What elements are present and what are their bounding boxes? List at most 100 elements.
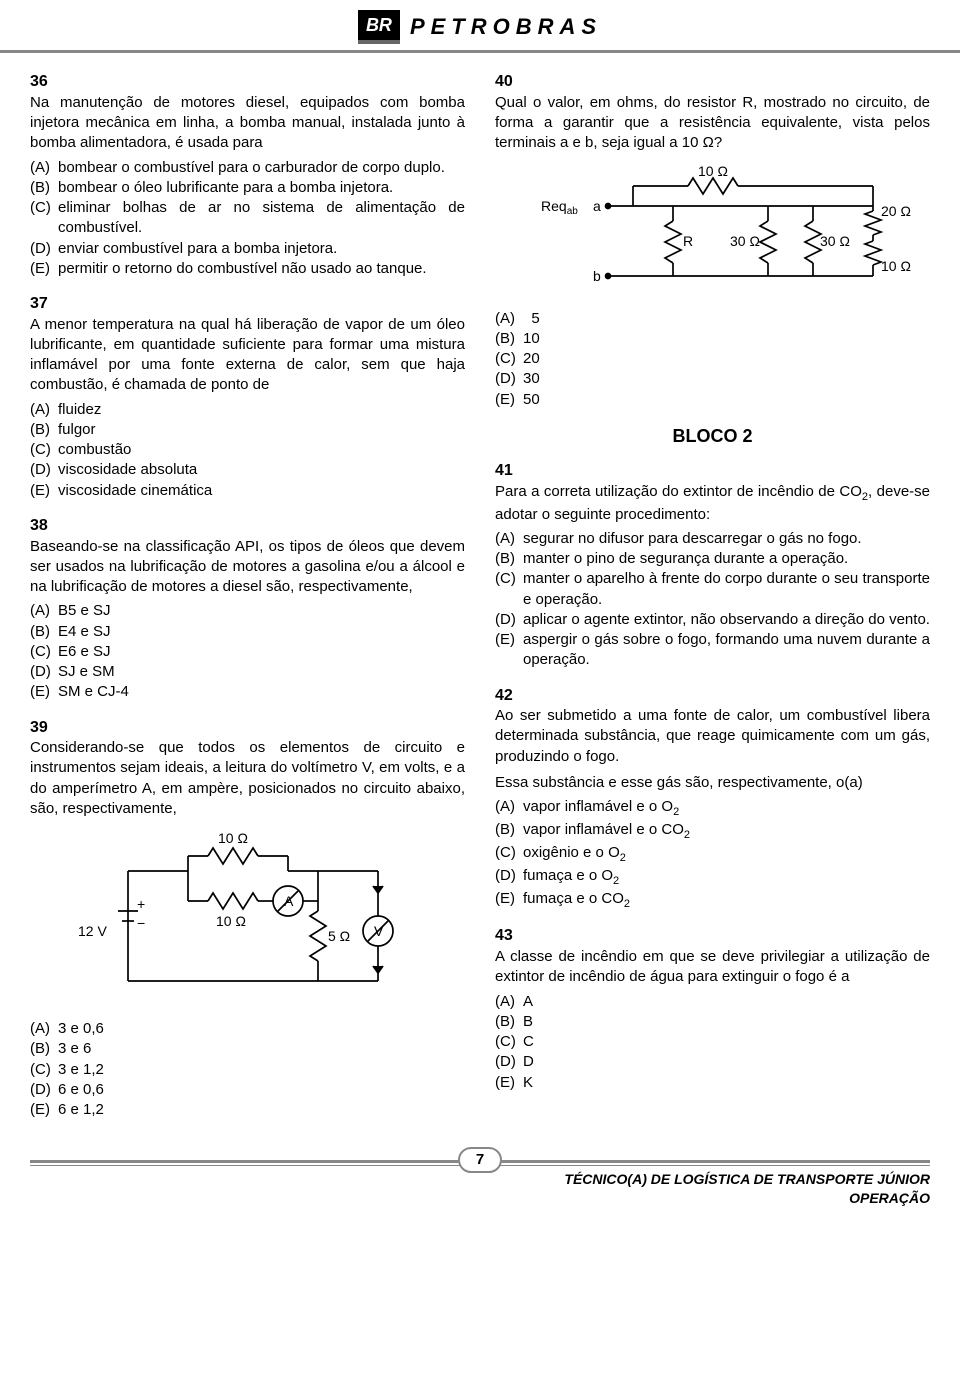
brand-name: PETROBRAS [410, 12, 602, 42]
q42-num: 42 [495, 685, 930, 707]
q41-options: (A)segurar no difusor para descarregar o… [495, 529, 930, 671]
q37-opt-c: (C)combustão [30, 440, 465, 460]
block2-title: BLOCO 2 [495, 424, 930, 448]
page-columns: 36 Na manutenção de motores diesel, equi… [0, 71, 960, 1134]
q43-options: (A)A (B)B (C)C (D)D (E)K [495, 992, 930, 1093]
svg-text:10 Ω: 10 Ω [218, 831, 248, 846]
q36-text: Na manutenção de motores diesel, equipad… [30, 93, 465, 154]
q40-opt-b: (B)10 [495, 329, 930, 349]
q41-text: Para a correta utilização do extintor de… [495, 482, 930, 525]
q39-circuit-svg: 12 V + − 10 Ω 10 Ω 5 Ω A V [68, 831, 428, 1011]
left-column: 36 Na manutenção de motores diesel, equi… [30, 71, 465, 1134]
q43-num: 43 [495, 925, 930, 947]
q37-options: (A)fluidez (B)fulgor (C)combustão (D)vis… [30, 400, 465, 501]
q40-opt-c: (C)20 [495, 349, 930, 369]
q36-num: 36 [30, 71, 465, 93]
svg-text:Reqab: Reqab [541, 198, 578, 217]
q42-opt-a: (A)vapor inflamável e o O2 [495, 797, 930, 820]
svg-text:V: V [374, 923, 384, 939]
q39-text: Considerando-se que todos os elementos d… [30, 738, 465, 819]
q39: 39 Considerando-se que todos os elemento… [30, 717, 465, 1121]
q43-opt-b: (B)B [495, 1012, 930, 1032]
q40-circuit-svg: Reqab a b 10 Ω R 30 Ω 30 Ω 20 Ω 10 Ω [513, 166, 913, 301]
svg-text:30 Ω: 30 Ω [730, 233, 760, 249]
q36-options: (A)bombear o combustível para o carburad… [30, 158, 465, 280]
q42-opt-b: (B)vapor inflamável e o CO2 [495, 820, 930, 843]
q39-options: (A)3 e 0,6 (B)3 e 6 (C)3 e 1,2 (D)6 e 0,… [30, 1019, 465, 1120]
q36-opt-b: (B)bombear o óleo lubrificante para a bo… [30, 178, 465, 198]
svg-text:20 Ω: 20 Ω [881, 203, 911, 219]
q42-opt-e: (E)fumaça e o CO2 [495, 889, 930, 912]
svg-text:a: a [593, 198, 601, 214]
q37: 37 A menor temperatura na qual há libera… [30, 293, 465, 501]
page-header: BR PETROBRAS [0, 0, 960, 53]
q38-opt-b: (B)E4 e SJ [30, 622, 465, 642]
q40-text: Qual o valor, em ohms, do resistor R, mo… [495, 93, 930, 154]
q42-opt-c: (C)oxigênio e o O2 [495, 843, 930, 866]
q38-opt-e: (E)SM e CJ-4 [30, 682, 465, 702]
q36-opt-c: (C)eliminar bolhas de ar no sistema de a… [30, 198, 465, 239]
q36-opt-a: (A)bombear o combustível para o carburad… [30, 158, 465, 178]
page-footer: 7 TÉCNICO(A) DE LOGÍSTICA DE TRANSPORTE … [0, 1160, 960, 1208]
q38: 38 Baseando-se na classificação API, os … [30, 515, 465, 703]
q41-opt-b: (B)manter o pino de segurança durante a … [495, 549, 930, 569]
q37-num: 37 [30, 293, 465, 315]
svg-text:10 Ω: 10 Ω [216, 913, 246, 929]
q39-circuit: 12 V + − 10 Ω 10 Ω 5 Ω A V [30, 831, 465, 1011]
svg-text:5 Ω: 5 Ω [328, 928, 350, 944]
q43-opt-a: (A)A [495, 992, 930, 1012]
svg-text:R: R [683, 233, 693, 249]
q36-opt-d: (D)enviar combustível para a bomba injet… [30, 239, 465, 259]
q38-opt-c: (C)E6 e SJ [30, 642, 465, 662]
q43-opt-d: (D)D [495, 1052, 930, 1072]
q39-opt-a: (A)3 e 0,6 [30, 1019, 465, 1039]
q42: 42 Ao ser submetido a uma fonte de calor… [495, 685, 930, 912]
q39-opt-c: (C)3 e 1,2 [30, 1060, 465, 1080]
q39-opt-e: (E)6 e 1,2 [30, 1100, 465, 1120]
q37-opt-d: (D)viscosidade absoluta [30, 460, 465, 480]
q42-opt-d: (D)fumaça e o O2 [495, 866, 930, 889]
q38-text: Baseando-se na classificação API, os tip… [30, 537, 465, 598]
q43-text: A classe de incêndio em que se deve priv… [495, 947, 930, 988]
svg-text:b: b [593, 268, 601, 284]
q41-num: 41 [495, 460, 930, 482]
svg-text:−: − [137, 915, 145, 931]
brand: BR PETROBRAS [358, 10, 602, 44]
q41-opt-d: (D)aplicar o agente extintor, não observ… [495, 610, 930, 630]
page-number: 7 [458, 1147, 502, 1173]
q43-opt-e: (E)K [495, 1073, 930, 1093]
q42-text1: Ao ser submetido a uma fonte de calor, u… [495, 706, 930, 767]
q36-opt-e: (E)permitir o retorno do combustível não… [30, 259, 465, 279]
q38-opt-a: (A)B5 e SJ [30, 601, 465, 621]
q39-num: 39 [30, 717, 465, 739]
q40-num: 40 [495, 71, 930, 93]
q41-opt-a: (A)segurar no difusor para descarregar o… [495, 529, 930, 549]
q41-opt-e: (E)aspergir o gás sobre o fogo, formando… [495, 630, 930, 671]
svg-text:10 Ω: 10 Ω [698, 166, 728, 179]
q43-opt-c: (C)C [495, 1032, 930, 1052]
q40-opt-d: (D)30 [495, 369, 930, 389]
svg-text:A: A [284, 893, 294, 909]
q41: 41 Para a correta utilização do extintor… [495, 460, 930, 670]
q42-options: (A)vapor inflamável e o O2 (B)vapor infl… [495, 797, 930, 911]
svg-text:12 V: 12 V [78, 923, 107, 939]
q43: 43 A classe de incêndio em que se deve p… [495, 925, 930, 1092]
q40-opt-a: (A) 5 [495, 309, 930, 329]
brand-logo: BR [358, 10, 400, 44]
q38-options: (A)B5 e SJ (B)E4 e SJ (C)E6 e SJ (D)SJ e… [30, 601, 465, 702]
q37-text: A menor temperatura na qual há liberação… [30, 315, 465, 396]
q39-opt-d: (D)6 e 0,6 [30, 1080, 465, 1100]
q41-opt-c: (C)manter o aparelho à frente do corpo d… [495, 569, 930, 610]
q40-options: (A) 5 (B)10 (C)20 (D)30 (E)50 [495, 309, 930, 410]
q37-opt-a: (A)fluidez [30, 400, 465, 420]
svg-text:10 Ω: 10 Ω [881, 258, 911, 274]
q38-opt-d: (D)SJ e SM [30, 662, 465, 682]
svg-text:30 Ω: 30 Ω [820, 233, 850, 249]
right-column: 40 Qual o valor, em ohms, do resistor R,… [495, 71, 930, 1134]
q37-opt-b: (B)fulgor [30, 420, 465, 440]
q38-num: 38 [30, 515, 465, 537]
q42-text2: Essa substância e esse gás são, respecti… [495, 773, 930, 793]
q40-opt-e: (E)50 [495, 390, 930, 410]
q40-circuit: Reqab a b 10 Ω R 30 Ω 30 Ω 20 Ω 10 Ω [495, 166, 930, 301]
q37-opt-e: (E)viscosidade cinemática [30, 481, 465, 501]
